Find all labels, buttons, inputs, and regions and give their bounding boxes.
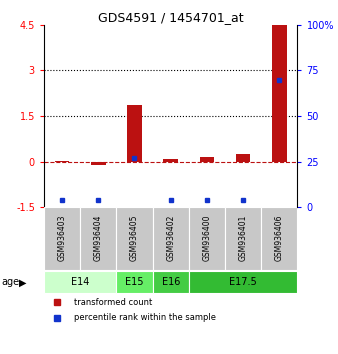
Text: E14: E14 <box>71 277 89 287</box>
Text: age: age <box>2 277 20 287</box>
Bar <box>80 207 116 270</box>
Bar <box>189 272 297 293</box>
Text: GSM936405: GSM936405 <box>130 215 139 261</box>
Text: GSM936403: GSM936403 <box>57 215 67 261</box>
Bar <box>116 272 152 293</box>
Bar <box>164 159 178 162</box>
Bar <box>91 162 105 165</box>
Text: GSM936406: GSM936406 <box>275 215 284 261</box>
Text: GSM936402: GSM936402 <box>166 215 175 261</box>
Text: GSM936401: GSM936401 <box>239 215 248 261</box>
Bar <box>189 207 225 270</box>
Bar <box>44 272 116 293</box>
Bar <box>55 161 69 162</box>
Text: GSM936404: GSM936404 <box>94 215 103 261</box>
Bar <box>261 207 297 270</box>
Bar <box>225 207 261 270</box>
Title: GDS4591 / 1454701_at: GDS4591 / 1454701_at <box>98 11 243 24</box>
Text: percentile rank within the sample: percentile rank within the sample <box>74 313 216 322</box>
Bar <box>272 25 287 162</box>
Bar <box>152 272 189 293</box>
Bar <box>236 154 250 162</box>
Text: E17.5: E17.5 <box>229 277 257 287</box>
Bar <box>127 105 142 162</box>
Text: ▶: ▶ <box>19 277 27 287</box>
Text: transformed count: transformed count <box>74 298 153 307</box>
Bar <box>116 207 152 270</box>
Bar <box>44 207 80 270</box>
Text: E15: E15 <box>125 277 144 287</box>
Text: E16: E16 <box>162 277 180 287</box>
Bar <box>200 157 214 162</box>
Bar <box>152 207 189 270</box>
Text: GSM936400: GSM936400 <box>202 215 211 261</box>
